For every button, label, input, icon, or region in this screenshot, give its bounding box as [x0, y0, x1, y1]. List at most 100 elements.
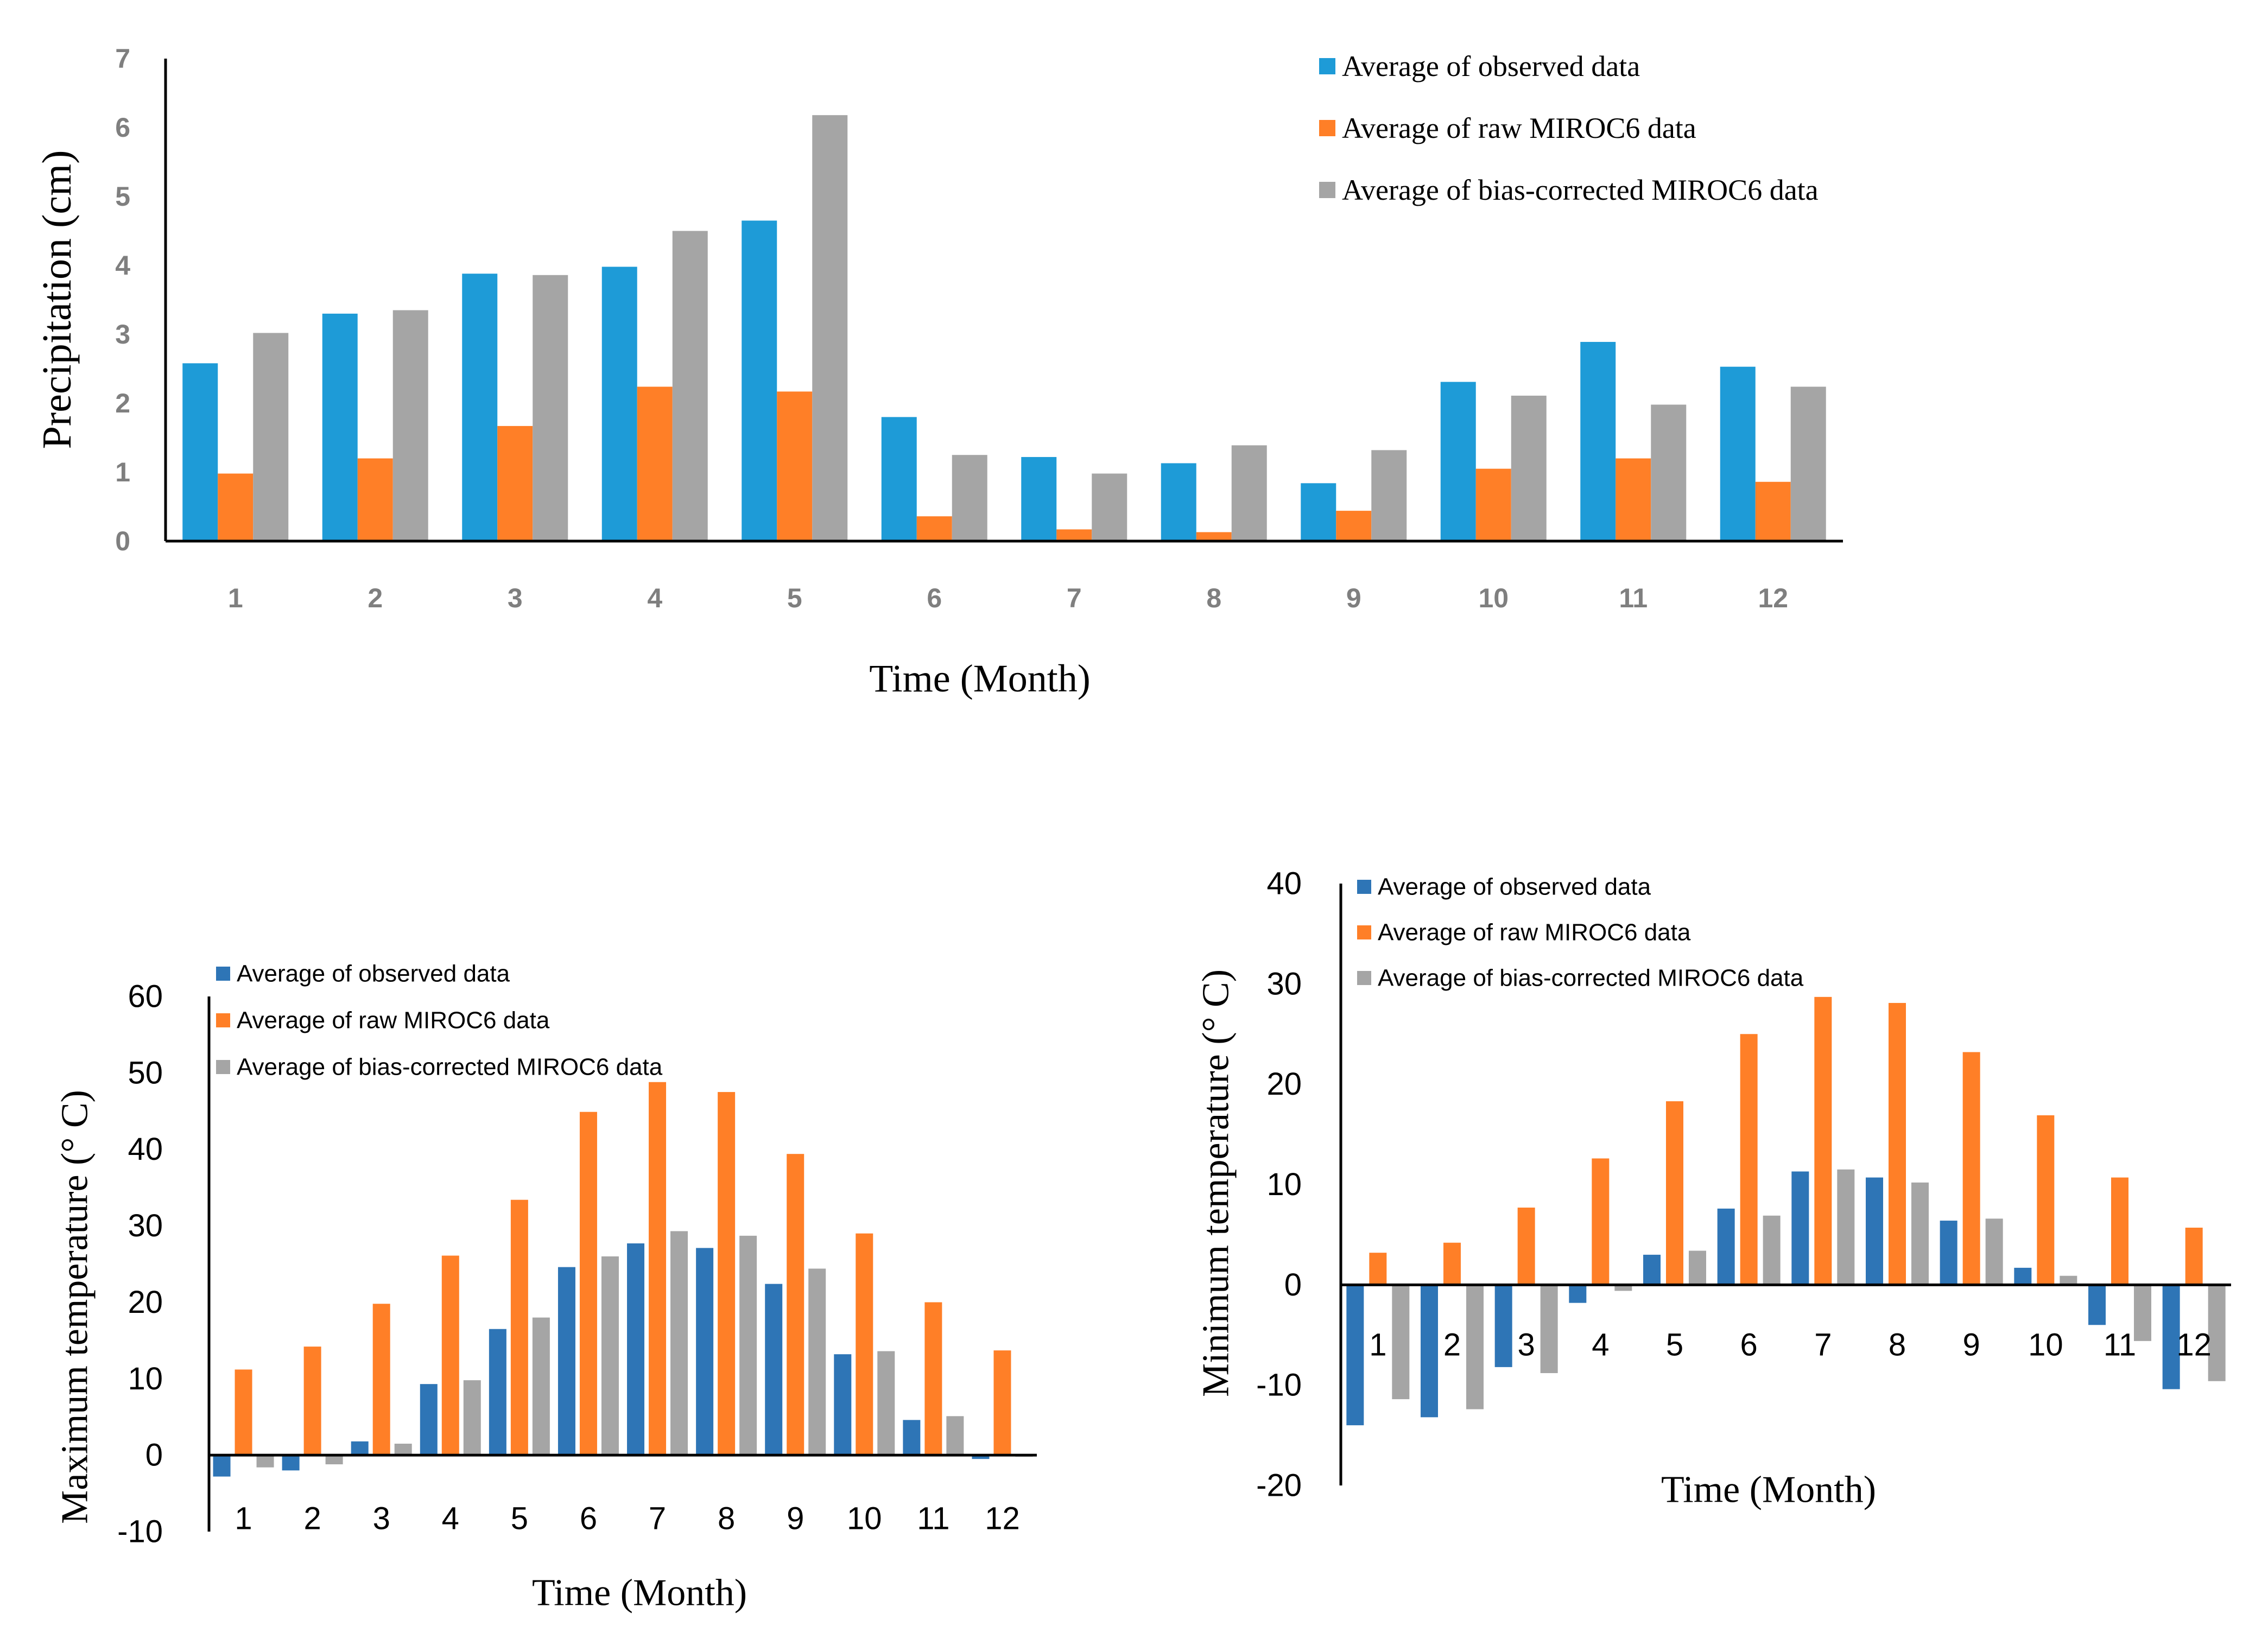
bar-max-temp-s2-m1 — [256, 1455, 274, 1468]
x-tick-label-precipitation: 11 — [1619, 583, 1648, 613]
y-axis-title-precipitation: Precipitation (cm) — [34, 150, 80, 449]
y-tick-label-max-temp: 50 — [128, 1055, 163, 1090]
bar-precipitation-s1-m3 — [497, 426, 533, 541]
bar-precipitation-s2-m4 — [672, 231, 708, 541]
bar-max-temp-s1-m7 — [649, 1082, 667, 1456]
x-axis-title-precipitation: Time (Month) — [869, 657, 1090, 700]
bar-max-temp-s2-m8 — [739, 1235, 757, 1456]
legend-precipitation: Average of observed data Average of raw M… — [1319, 50, 1819, 206]
bar-max-temp-s2-m7 — [670, 1231, 688, 1456]
x-tick-label-min-temp: 6 — [1740, 1328, 1758, 1363]
bar-max-temp-s1-m5 — [510, 1199, 528, 1456]
x-tick-label-min-temp: 1 — [1369, 1328, 1386, 1363]
bar-precipitation-s0-m12 — [1720, 366, 1756, 541]
bar-max-temp-s1-m8 — [718, 1092, 736, 1456]
bar-precipitation-s2-m1 — [253, 333, 289, 541]
bar-precipitation-s1-m9 — [1336, 511, 1372, 541]
bar-precipitation-s1-m11 — [1616, 458, 1651, 541]
bar-min-temp-s1-m9 — [1962, 1052, 1980, 1285]
bar-max-temp-s1-m4 — [441, 1255, 459, 1456]
legend-label-precipitation-s0: Average of observed data — [1342, 50, 1640, 82]
x-tick-label-max-temp: 10 — [847, 1501, 882, 1536]
bar-min-temp-s0-m5 — [1643, 1254, 1661, 1285]
bar-min-temp-s0-m8 — [1866, 1177, 1883, 1285]
x-tick-label-min-temp: 12 — [2176, 1328, 2212, 1363]
bar-max-temp-s0-m8 — [696, 1248, 714, 1456]
x-tick-label-max-temp: 8 — [718, 1501, 735, 1536]
bar-min-temp-s0-m4 — [1569, 1285, 1587, 1303]
legend-swatch-max-temp-s2 — [216, 1060, 230, 1074]
bar-min-temp-s2-m8 — [1911, 1182, 1929, 1285]
bar-min-temp-s0-m2 — [1421, 1285, 1438, 1418]
y-tick-label-precipitation: 3 — [115, 319, 130, 350]
bar-min-temp-s1-m10 — [2037, 1115, 2055, 1285]
bar-precipitation-s0-m6 — [881, 417, 917, 541]
bar-min-temp-s1-m6 — [1740, 1034, 1758, 1285]
bar-min-temp-s2-m6 — [1763, 1215, 1781, 1285]
bar-max-temp-s2-m4 — [463, 1380, 481, 1456]
bar-min-temp-s2-m7 — [1837, 1169, 1855, 1285]
legend-label-precipitation-s1: Average of raw MIROC6 data — [1342, 112, 1696, 144]
bar-min-temp-s1-m11 — [2111, 1177, 2128, 1285]
x-tick-label-min-temp: 11 — [2104, 1328, 2136, 1363]
y-axis-title-min-temp: Minimum temperature (° C) — [1195, 969, 1237, 1397]
legend-swatch-max-temp-s1 — [216, 1013, 230, 1027]
x-tick-label-precipitation: 10 — [1478, 583, 1509, 613]
bar-min-temp-s2-m5 — [1689, 1250, 1706, 1285]
bar-min-temp-s0-m6 — [1717, 1208, 1735, 1285]
bar-min-temp-s0-m11 — [2088, 1285, 2106, 1325]
x-tick-label-min-temp: 2 — [1443, 1328, 1461, 1363]
bar-max-temp-s2-m10 — [877, 1351, 895, 1456]
bar-precipitation-s0-m5 — [742, 220, 777, 541]
bar-min-temp-s1-m12 — [2185, 1227, 2203, 1285]
legend-swatch-min-temp-s0 — [1357, 880, 1371, 894]
x-tick-label-precipitation: 8 — [1206, 583, 1221, 613]
bar-max-temp-s0-m12 — [972, 1455, 990, 1459]
y-tick-label-max-temp: 10 — [128, 1361, 163, 1396]
bar-precipitation-s0-m9 — [1301, 483, 1336, 541]
x-tick-label-min-temp: 9 — [1963, 1328, 1980, 1363]
bar-precipitation-s1-m10 — [1475, 468, 1511, 541]
bar-precipitation-s2-m8 — [1231, 445, 1267, 541]
y-tick-label-precipitation: 1 — [115, 457, 130, 487]
bar-min-temp-s2-m10 — [2060, 1275, 2077, 1285]
y-axis-title-max-temp: Maximum temperature (° C) — [54, 1090, 96, 1524]
bar-precipitation-s1-m5 — [777, 391, 813, 541]
y-tick-label-max-temp: 20 — [128, 1285, 163, 1320]
legend-max-temp: Average of observed data Average of raw M… — [216, 961, 663, 1081]
bar-max-temp-s1-m3 — [372, 1304, 390, 1456]
legend-swatch-max-temp-s0 — [216, 967, 230, 981]
y-tick-label-precipitation: 0 — [115, 526, 130, 556]
legend-swatch-precipitation-s0 — [1319, 58, 1335, 74]
bar-precipitation-s0-m7 — [1021, 457, 1057, 541]
bar-max-temp-s1-m9 — [787, 1154, 804, 1456]
bar-min-temp-s1-m8 — [1889, 1002, 1906, 1285]
bar-max-temp-s0-m3 — [351, 1441, 369, 1456]
x-tick-label-min-temp: 5 — [1666, 1328, 1683, 1363]
bar-min-temp-s2-m12 — [2208, 1285, 2226, 1381]
y-tick-label-min-temp: 10 — [1266, 1167, 1302, 1202]
bar-max-temp-s0-m4 — [420, 1384, 438, 1456]
legend-label-max-temp-s2: Average of bias-corrected MIROC6 data — [237, 1054, 663, 1081]
bar-min-temp-s2-m9 — [1985, 1218, 2003, 1285]
x-tick-label-min-temp: 3 — [1518, 1328, 1535, 1363]
x-tick-label-precipitation: 5 — [787, 583, 802, 613]
x-tick-label-min-temp: 7 — [1814, 1328, 1832, 1363]
x-tick-label-max-temp: 2 — [303, 1501, 321, 1536]
x-axis-title-min-temp: Time (Month) — [1661, 1469, 1876, 1511]
x-tick-label-max-temp: 7 — [649, 1501, 666, 1536]
bar-min-temp-s1-m2 — [1443, 1242, 1461, 1285]
bar-max-temp-s2-m5 — [532, 1317, 550, 1456]
bar-min-temp-s0-m9 — [1940, 1221, 1957, 1285]
x-tick-label-precipitation: 1 — [228, 583, 243, 613]
bar-max-temp-s0-m10 — [834, 1354, 852, 1456]
bar-precipitation-s2-m12 — [1790, 386, 1826, 541]
x-tick-label-max-temp: 11 — [917, 1501, 949, 1536]
bar-max-temp-s1-m11 — [924, 1302, 942, 1456]
y-tick-label-precipitation: 7 — [115, 43, 130, 74]
bar-max-temp-s2-m11 — [946, 1416, 964, 1456]
legend-label-max-temp-s1: Average of raw MIROC6 data — [237, 1007, 550, 1034]
x-tick-label-min-temp: 8 — [1889, 1328, 1906, 1363]
bar-max-temp-s1-m6 — [579, 1112, 597, 1456]
